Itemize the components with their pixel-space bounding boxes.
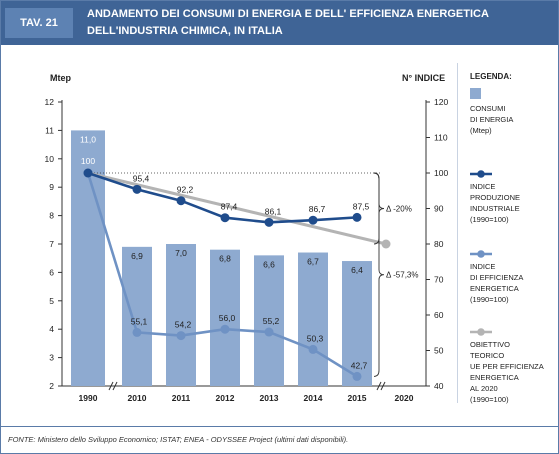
production-series-point [308, 215, 318, 225]
energy-consumption-bar [166, 244, 196, 386]
y-right-tick-label: 80 [434, 239, 444, 249]
energy-consumption-bar [342, 261, 372, 386]
y-right-tick-label: 110 [434, 133, 448, 143]
y-left-tick-label: 12 [45, 97, 55, 107]
energy-consumption-bar [298, 252, 328, 386]
bar-value-label: 6,6 [263, 259, 275, 269]
y-left-tick-label: 7 [49, 239, 54, 249]
y-left-tick-label: 6 [49, 267, 54, 277]
y-left-tick-label: 3 [49, 353, 54, 363]
source-note: FONTE: Ministero dello Sviluppo Economic… [8, 435, 349, 444]
y-right-tick-label: 40 [434, 381, 444, 391]
efficiency-series-point [220, 324, 230, 334]
bar-value-label: 7,0 [175, 248, 187, 258]
legend-label: CONSUMI DI ENERGIA (Mtep) [470, 104, 514, 135]
production-series-point [220, 213, 230, 223]
brace-efficiency-reduction [373, 172, 385, 377]
annotation-efficiency-delta: Δ -57,3% [386, 271, 418, 280]
efficiency-value-label: 42,7 [351, 360, 368, 370]
y-right-tick-label: 60 [434, 310, 444, 320]
axis-break-mark [112, 381, 118, 391]
efficiency-series-point [176, 331, 186, 341]
bar-value-label: 6,9 [131, 251, 143, 261]
legend-label: OBIETTIVO TEORICO UE PER EFFICIENZA ENERGET… [470, 340, 544, 404]
legend-line-swatch [470, 246, 492, 258]
efficiency-value-label: 55,1 [131, 316, 148, 326]
production-value-label: 100 [81, 156, 95, 166]
efficiency-series-point [352, 371, 362, 381]
production-series-point [264, 217, 274, 227]
axis-break-mark [380, 381, 386, 391]
y-right-tick-label: 120 [434, 97, 448, 107]
efficiency-value-label: 55,2 [263, 316, 280, 326]
legend-divider [457, 63, 458, 403]
energy-consumption-bar [122, 246, 152, 386]
efficiency-series-point [264, 327, 274, 337]
bar-value-label: 6,4 [351, 265, 363, 275]
y-axis-right-title: N° INDICE [402, 73, 445, 83]
production-value-label: 95,4 [133, 173, 150, 183]
legend-label: INDICE DI EFFICIENZA ENERGETICA (1990=100) [470, 262, 524, 304]
x-tick-label: 2020 [395, 393, 414, 403]
x-tick-label: 1990 [79, 393, 98, 403]
y-right-tick-label: 100 [434, 168, 448, 178]
efficiency-value-label: 56,0 [219, 313, 236, 323]
production-series-point [176, 196, 186, 206]
legend-line-swatch [470, 324, 492, 336]
legend-line-swatch [470, 166, 492, 178]
production-value-label: 86,1 [265, 206, 282, 216]
chart-area: Mtep N° INDICE 2 3 4 5 6 7 8 9 10 11 12 40 50 60 70 80 90 1… [45, 73, 449, 403]
target-series-point [381, 239, 391, 249]
y-right-tick-label: 50 [434, 346, 444, 356]
bar-value-label: 6,7 [307, 257, 319, 267]
y-left-tick-label: 10 [45, 154, 55, 164]
y-axis-left-title: Mtep [50, 73, 71, 83]
x-tick-label: 2012 [216, 393, 235, 403]
y-left-tick-label: 8 [49, 211, 54, 221]
production-value-label: 86,7 [309, 204, 326, 214]
production-series-point [352, 212, 362, 222]
annotation-target-delta: Δ -20% [386, 205, 412, 214]
x-tick-label: 2014 [304, 393, 323, 403]
legend-bar-swatch [470, 88, 481, 99]
y-left-tick-label: 9 [49, 182, 54, 192]
production-series-point [83, 168, 93, 178]
efficiency-series-point [308, 344, 318, 354]
y-left-tick-label: 5 [49, 296, 54, 306]
efficiency-series-point [132, 327, 142, 337]
energy-consumption-bar [254, 255, 284, 386]
x-tick-label: 2015 [348, 393, 367, 403]
axis-break-mark [376, 381, 382, 391]
x-tick-label: 2011 [172, 393, 191, 403]
y-right-tick-label: 90 [434, 204, 444, 214]
efficiency-value-label: 50,3 [307, 333, 324, 343]
target-series-line [87, 171, 387, 246]
efficiency-value-label: 54,2 [175, 320, 192, 330]
legend-title: LEGENDA: [470, 72, 512, 81]
legend-label: INDICE PRODUZIONE INDUSTRIALE (1990=100) [470, 182, 521, 224]
y-right-tick-label: 70 [434, 275, 444, 285]
header-bar: TAV. 21 ANDAMENTO DEI CONSUMI DI ENERGIA… [1, 1, 558, 45]
production-series-point [132, 184, 142, 194]
chart-title: ANDAMENTO DEI CONSUMI DI ENERGIA E DELL'… [87, 8, 489, 37]
energy-consumption-bar [210, 249, 240, 386]
production-value-label: 87,5 [353, 201, 370, 211]
y-left-tick-label: 2 [49, 381, 54, 391]
bar-value-label: 11,0 [80, 134, 96, 144]
source-divider [1, 426, 558, 427]
production-value-label: 87,4 [221, 202, 238, 212]
y-left-tick-label: 4 [49, 324, 54, 334]
axis-break-mark [108, 381, 114, 391]
x-tick-label: 2013 [260, 393, 279, 403]
production-value-label: 92,2 [177, 185, 194, 195]
y-left-tick-label: 11 [45, 125, 54, 135]
bar-value-label: 6,8 [219, 254, 231, 264]
table-number-badge: TAV. 21 [5, 8, 73, 38]
x-tick-label: 2010 [128, 393, 147, 403]
